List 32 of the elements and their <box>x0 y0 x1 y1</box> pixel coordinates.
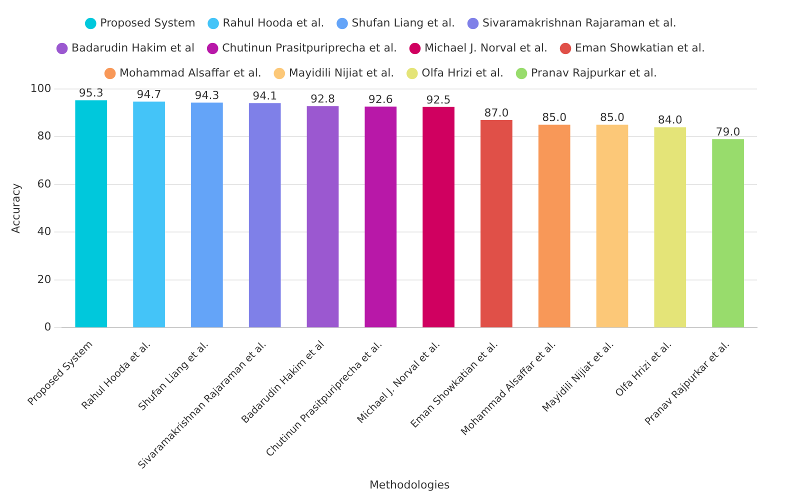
y-tick-label: 20 <box>37 272 52 286</box>
data-label: 95.3 <box>78 86 104 100</box>
legend-label: Eman Showkatian et al. <box>575 41 705 54</box>
data-label: 79.0 <box>716 125 740 138</box>
y-tick-label: 100 <box>30 82 52 95</box>
legend-label: Pranav Rajpurkar et al. <box>531 66 657 80</box>
data-label: 94.3 <box>194 88 220 102</box>
data-label: 92.8 <box>310 92 335 106</box>
legend-label: Badarudin Hakim et al <box>72 41 195 54</box>
y-tick-label: 40 <box>37 225 52 238</box>
legend-label: Michael J. Norval et al. <box>424 41 548 54</box>
legend-label: Olfa Hrizi et al. <box>422 66 504 80</box>
data-label: 92.6 <box>368 93 393 106</box>
data-label: 94.1 <box>252 89 278 102</box>
y-tick-label: 60 <box>37 177 52 190</box>
legend-label: Proposed System <box>100 16 196 30</box>
x-axis-title: Methodologies <box>369 478 450 492</box>
legend-label: Sivaramakrishnan Rajaraman et al. <box>482 16 676 30</box>
legend-label: Chutinun Prasitpuriprecha et al. <box>222 41 398 54</box>
y-tick-label: 0 <box>44 320 52 334</box>
y-axis-title: Accuracy <box>9 182 22 234</box>
data-label: 84.0 <box>658 114 682 127</box>
data-label: 87.0 <box>484 106 509 120</box>
legend-label: Mayidili Nijiat et al. <box>288 66 394 80</box>
data-label: 92.5 <box>426 93 451 106</box>
legend-label: Rahul Hooda et al. <box>222 16 324 30</box>
y-tick-label: 80 <box>37 130 52 143</box>
data-label: 85.0 <box>600 111 624 124</box>
legend-label: Shufan Liang et al. <box>352 16 456 30</box>
data-label: 85.0 <box>542 111 567 124</box>
legend-label: Mohammad Alsaffar et al. <box>120 66 262 80</box>
data-label: 94.7 <box>136 88 162 102</box>
